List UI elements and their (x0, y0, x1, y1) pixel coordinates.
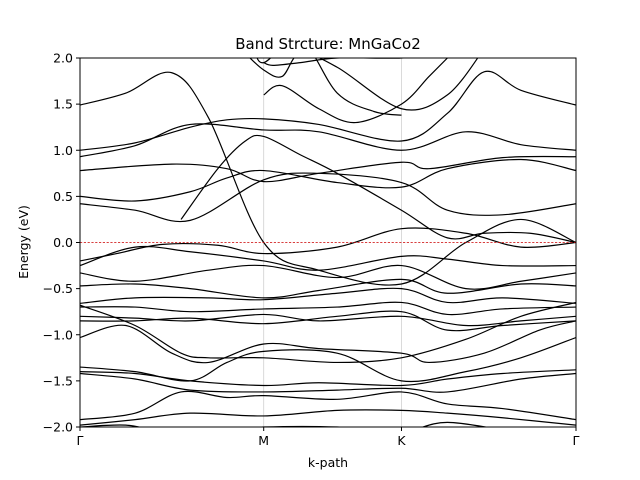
x-tick-label: Γ (573, 433, 580, 448)
band-line (80, 287, 576, 304)
band-line (80, 336, 576, 383)
y-tick-label: 0.5 (53, 189, 73, 204)
band-line (80, 369, 576, 387)
band-line (80, 320, 576, 364)
band-line (263, 58, 410, 66)
y-tick-label: −1.5 (43, 373, 73, 388)
band-line (80, 158, 576, 202)
band-line (80, 301, 576, 316)
band-line (249, 58, 479, 111)
y-tick-label: 1.5 (53, 97, 73, 112)
band-line (263, 58, 448, 124)
y-tick-label: −2.0 (43, 420, 73, 435)
x-axis-label: k-path (308, 455, 348, 470)
band-line (80, 227, 576, 262)
x-tick-label: M (258, 433, 269, 448)
bands-layer (80, 58, 576, 427)
band-line (80, 390, 576, 421)
x-tick-label: Γ (77, 433, 84, 448)
band-line (80, 310, 576, 332)
y-tick-label: 0.0 (53, 235, 73, 250)
band-line (80, 301, 576, 364)
x-tick-label: K (397, 433, 406, 448)
band-line (80, 245, 576, 271)
y-axis-ticks: 2.0 1.5 1.0 0.5 0.0 −0.5 −1.0 −1.5 −2.0 (43, 51, 80, 435)
band-line (80, 372, 576, 393)
band-line (80, 278, 576, 299)
chart-title: Band Strcture: MnGaCo2 (235, 35, 421, 53)
y-tick-label: 2.0 (53, 51, 73, 66)
band-line (256, 58, 402, 116)
y-tick-label: −1.0 (43, 327, 73, 342)
band-line (180, 134, 576, 244)
band-line (80, 70, 576, 151)
band-line (80, 172, 576, 223)
y-tick-label: 1.0 (53, 143, 73, 158)
band-line (80, 123, 576, 158)
y-axis-label: Energy (eV) (16, 205, 31, 279)
band-line (80, 264, 576, 290)
band-line (80, 409, 576, 426)
band-line (80, 71, 576, 286)
y-tick-label: −0.5 (43, 281, 73, 296)
